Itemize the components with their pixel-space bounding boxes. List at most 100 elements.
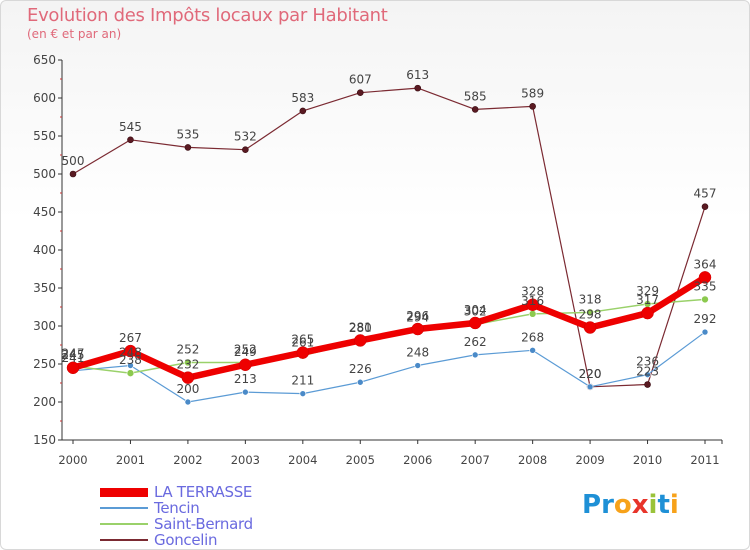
data-point-tencin [127,362,134,369]
data-label-goncelin: 532 [234,130,257,144]
legend-label-goncelin: Goncelin [154,531,218,549]
data-label-goncelin: 457 [694,187,717,201]
y-tick-label: 200 [33,395,56,409]
x-tick-label: 2003 [231,453,260,467]
y-tick-label: 150 [33,433,56,447]
x-tick-label: 2006 [403,453,432,467]
data-label-saint-bernard: 252 [176,342,199,356]
data-point-tencin [471,351,479,359]
data-point-saint-bernard [126,369,135,377]
data-point-tencin [644,371,651,378]
logo-letter: r [601,490,614,520]
data-point-la-terrasse [468,316,482,330]
x-tick-label: 2010 [633,453,662,467]
x-tick-label: 2007 [461,453,490,467]
logo-letter: P [582,490,602,520]
data-label-saint-bernard: 335 [694,279,717,293]
y-tick-label: 250 [33,357,56,371]
data-point-la-terrasse [296,346,310,359]
data-label-tencin: 200 [176,382,199,396]
data-point-la-terrasse [526,298,539,311]
data-point-goncelin [701,203,709,210]
data-label-tencin: 241 [62,351,85,365]
data-point-goncelin [414,84,422,92]
y-tick-label: 600 [33,91,56,105]
x-tick-label: 2011 [690,453,719,467]
data-label-tencin: 211 [291,374,314,388]
data-point-goncelin [471,106,479,113]
data-point-saint-bernard [528,310,537,318]
y-tick-label: 450 [33,205,56,219]
legend-item-goncelin: Goncelin [100,531,300,549]
data-point-saint-bernard [701,295,709,304]
logo-letter: o [613,490,632,520]
legend-label-la-terrasse: LA TERRASSE [154,483,253,501]
data-label-la-terrasse: 267 [119,331,142,345]
data-label-la-terrasse: 304 [464,303,487,317]
data-label-goncelin: 607 [349,73,372,87]
data-label-la-terrasse: 281 [349,320,372,334]
logo-letter: i [648,490,658,520]
data-point-goncelin [127,136,134,144]
data-point-tencin [414,362,422,369]
data-label-goncelin: 583 [291,91,314,105]
data-label-la-terrasse: 317 [636,293,659,307]
data-label-la-terrasse: 232 [176,358,199,372]
data-point-saint-bernard [184,358,192,367]
legend-swatch-goncelin [100,539,148,541]
data-label-saint-bernard: 318 [579,292,602,306]
data-label-la-terrasse: 298 [579,308,602,322]
data-label-goncelin: 223 [636,365,659,379]
series-line-la-terrasse [72,274,707,381]
data-label-goncelin: 613 [406,68,429,82]
data-label-goncelin: 220 [579,367,602,381]
x-tick-label: 2002 [173,453,202,467]
data-point-saint-bernard [586,308,594,317]
data-point-tencin [242,388,249,396]
data-point-goncelin [184,144,192,151]
data-point-goncelin [356,89,364,96]
data-point-la-terrasse [583,321,597,334]
data-label-tencin: 213 [234,372,257,386]
data-point-goncelin [242,146,249,153]
data-label-la-terrasse: 249 [234,345,257,359]
data-label-tencin: 262 [464,335,487,349]
logo-letter: i [669,490,679,520]
data-label-tencin: 248 [406,346,429,360]
data-label-la-terrasse: 245 [62,348,85,362]
data-label-tencin: 226 [349,362,372,376]
data-label-goncelin: 585 [464,89,487,103]
data-point-tencin [701,328,709,336]
chart-title: Evolution des Impôts locaux par Habitant [27,5,388,26]
data-point-tencin [529,347,536,354]
y-tick-label: 500 [33,167,56,181]
y-tick-label: 300 [33,319,56,333]
data-label-la-terrasse: 364 [694,257,717,271]
data-label-saint-bernard: 294 [406,311,429,325]
data-point-la-terrasse [124,344,137,358]
y-tick-label: 650 [33,53,56,67]
y-tick-label: 350 [33,281,56,295]
legend-swatch-la-terrasse [100,488,148,497]
data-point-goncelin [299,107,307,115]
data-point-la-terrasse [411,322,424,336]
data-label-tencin: 248 [119,346,142,360]
y-tick-label: 400 [33,243,56,257]
data-label-tencin: 236 [636,355,659,369]
legend-label-saint-bernard: Saint-Bernard [154,515,253,533]
logo-letter: t [657,490,670,520]
data-point-tencin [356,378,364,386]
data-point-la-terrasse [66,361,80,375]
data-label-tencin: 292 [694,312,717,326]
data-point-tencin [184,398,192,406]
x-tick-label: 2009 [575,453,604,467]
data-label-saint-bernard: 261 [291,336,314,350]
x-tick-label: 2005 [346,453,375,467]
proxiti-logo: Proxiti [582,490,679,520]
x-tick-label: 2008 [518,453,547,467]
data-point-goncelin [644,381,651,388]
data-label-goncelin: 589 [521,86,544,100]
data-label-la-terrasse: 265 [291,333,314,347]
data-label-la-terrasse: 296 [406,309,429,323]
